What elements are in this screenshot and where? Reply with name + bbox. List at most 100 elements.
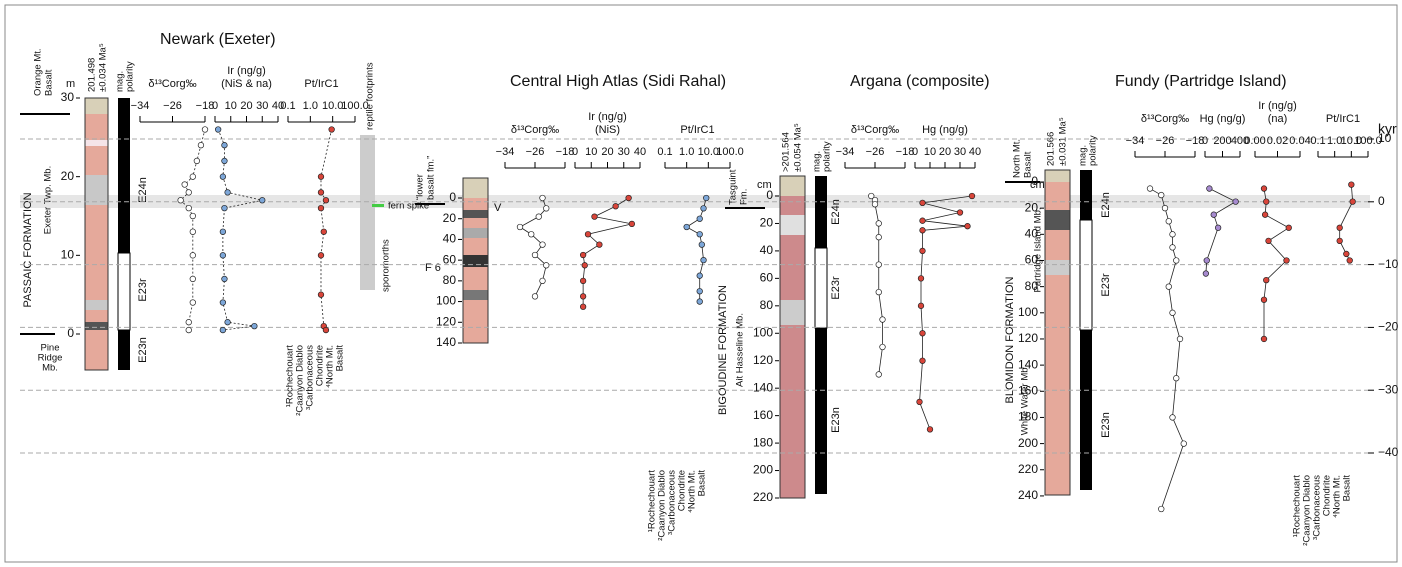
x-tick-label: −34: [131, 100, 150, 112]
reference-label: Basalt: [335, 345, 346, 372]
member: White Water Mb.: [1020, 365, 1031, 435]
data-point: [1170, 310, 1176, 316]
curve: [1264, 189, 1289, 339]
figure: Newark (Exeter) Orange Mt. Basalt m 201.…: [0, 0, 1402, 567]
y-tick-label: −20: [1378, 320, 1399, 334]
x-tick-label: −26: [866, 146, 885, 158]
x-tick-label: 1.0: [303, 100, 318, 112]
data-point: [1233, 199, 1239, 205]
x-tick-label: 0.02: [1267, 135, 1288, 147]
data-point: [626, 195, 632, 201]
data-point: [318, 292, 324, 298]
y-tick-label: 0: [1378, 194, 1385, 208]
age: >201.564: [781, 132, 792, 172]
curve-label: Pt/IrC1: [304, 78, 338, 90]
x-tick-label: 0.1: [1310, 135, 1325, 147]
data-point: [190, 229, 196, 235]
chron: E24n: [1100, 192, 1112, 218]
depth-tick-label: 20: [443, 211, 457, 225]
depth-tick-label: 40: [443, 232, 457, 246]
data-point: [969, 193, 975, 199]
x-tick-label: −26: [163, 100, 182, 112]
x-tick-label: 0: [1202, 135, 1208, 147]
data-point: [1263, 199, 1269, 205]
data-point: [1347, 258, 1353, 264]
x-tick-label: 0.1: [280, 100, 295, 112]
curve-label: Ir (ng/g): [588, 111, 627, 123]
data-point: [220, 174, 226, 180]
depth-tick-label: 0: [766, 188, 773, 202]
data-point: [876, 221, 882, 227]
polarity-label: polarity: [125, 61, 136, 92]
depth-tick-label: 30: [61, 90, 75, 104]
panel-title: Central High Atlas (Sidi Rahal): [510, 73, 726, 90]
x-tick-label: 0: [572, 146, 578, 158]
x-tick-label: −34: [836, 146, 855, 158]
curve: [1150, 189, 1184, 509]
y-tick-label: −30: [1378, 382, 1399, 396]
depth-tick-label: 140: [436, 335, 456, 349]
data-point: [1286, 225, 1292, 231]
data-point: [1162, 205, 1168, 211]
data-point: [190, 174, 196, 180]
data-point: [872, 201, 878, 207]
data-point: [1349, 182, 1355, 188]
mark-label: V: [494, 202, 502, 214]
age: 201.566: [1046, 132, 1057, 166]
data-point: [580, 252, 586, 258]
data-point: [918, 276, 924, 282]
data-point: [957, 210, 963, 216]
data-point: [920, 248, 926, 254]
data-point: [1166, 218, 1172, 224]
curve-label: Hg (ng/g): [1200, 113, 1246, 125]
data-point: [222, 158, 228, 164]
data-point: [697, 273, 703, 279]
data-point: [920, 330, 926, 336]
age: ±0.054 Ma⁵: [793, 123, 804, 172]
curve-label: δ¹³Corg‰: [851, 124, 899, 136]
depth-tick-label: 220: [753, 490, 773, 504]
x-tick-label: 10: [225, 100, 237, 112]
data-point: [318, 205, 324, 211]
data-point: [186, 205, 192, 211]
depth-tick-label: 40: [1025, 226, 1039, 240]
data-point: [532, 252, 538, 258]
data-point: [222, 276, 228, 282]
data-point: [186, 327, 192, 333]
panel-title: Newark (Exeter): [160, 31, 276, 48]
data-point: [701, 206, 707, 212]
data-point: [876, 372, 882, 378]
data-point: [1211, 212, 1217, 218]
x-tick-label: 100.0: [1354, 135, 1382, 147]
x-tick-label: 30: [256, 100, 268, 112]
data-point: [1177, 336, 1183, 342]
reference-label: Basalt: [1342, 475, 1353, 502]
data-point: [540, 278, 546, 284]
depth-tick-label: 100: [436, 294, 456, 308]
data-point: [1203, 271, 1209, 277]
data-point: [318, 253, 324, 259]
depth-tick-label: 80: [443, 273, 457, 287]
depth-tick-label: 20: [1025, 200, 1039, 214]
data-point: [1344, 251, 1350, 257]
unit-label: basalt fm.”: [426, 156, 437, 200]
curve: [687, 198, 707, 302]
polarity-label: polarity: [822, 141, 833, 172]
data-point: [225, 319, 231, 325]
data-point: [532, 294, 538, 300]
data-point: [259, 197, 265, 203]
curve-label: Pt/IrC1: [1326, 113, 1360, 125]
polarity-label: polarity: [1088, 135, 1099, 166]
data-point: [215, 127, 221, 133]
data-point: [1337, 238, 1343, 244]
y-tick-label: −10: [1378, 257, 1399, 271]
depth-tick-label: 20: [760, 216, 774, 230]
formation: PASSAIC FORMATION: [22, 192, 34, 307]
depth-tick-label: 120: [1018, 331, 1038, 345]
curve-label: δ¹³Corg‰: [1141, 113, 1189, 125]
data-point: [1262, 212, 1268, 218]
data-point: [582, 263, 588, 269]
depth-tick-label: 60: [443, 252, 457, 266]
curve-label: (na): [1268, 113, 1288, 125]
data-point: [323, 197, 329, 203]
